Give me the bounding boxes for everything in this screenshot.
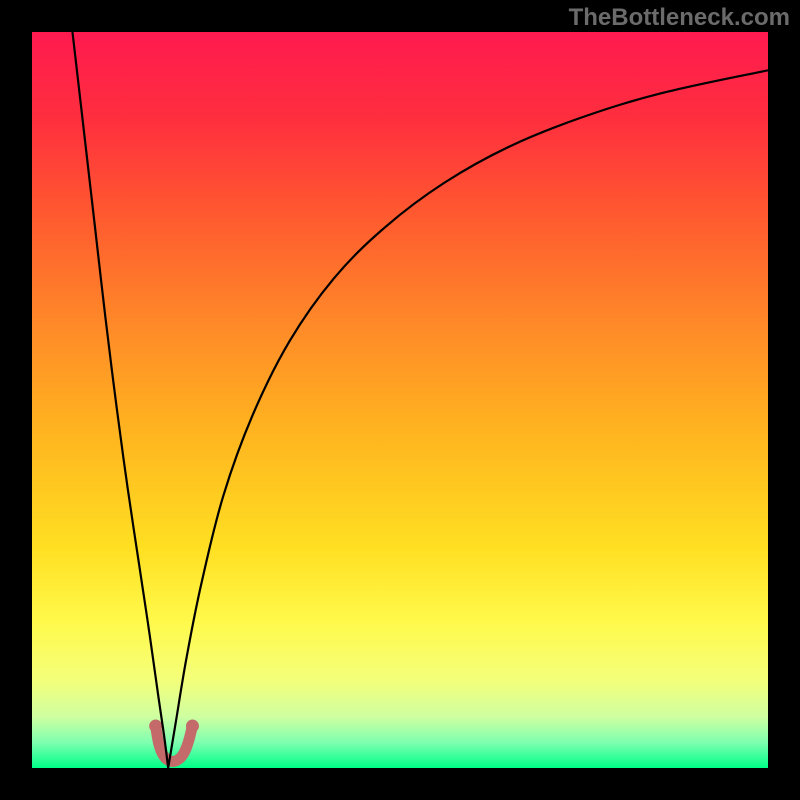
well-marker-dot [149,720,162,733]
well-marker-dot [186,720,199,733]
chart-root: TheBottleneck.com [0,0,800,800]
plot-area [32,32,768,768]
curve-svg [32,32,768,768]
watermark-text: TheBottleneck.com [569,4,790,32]
plot-background [32,32,768,768]
